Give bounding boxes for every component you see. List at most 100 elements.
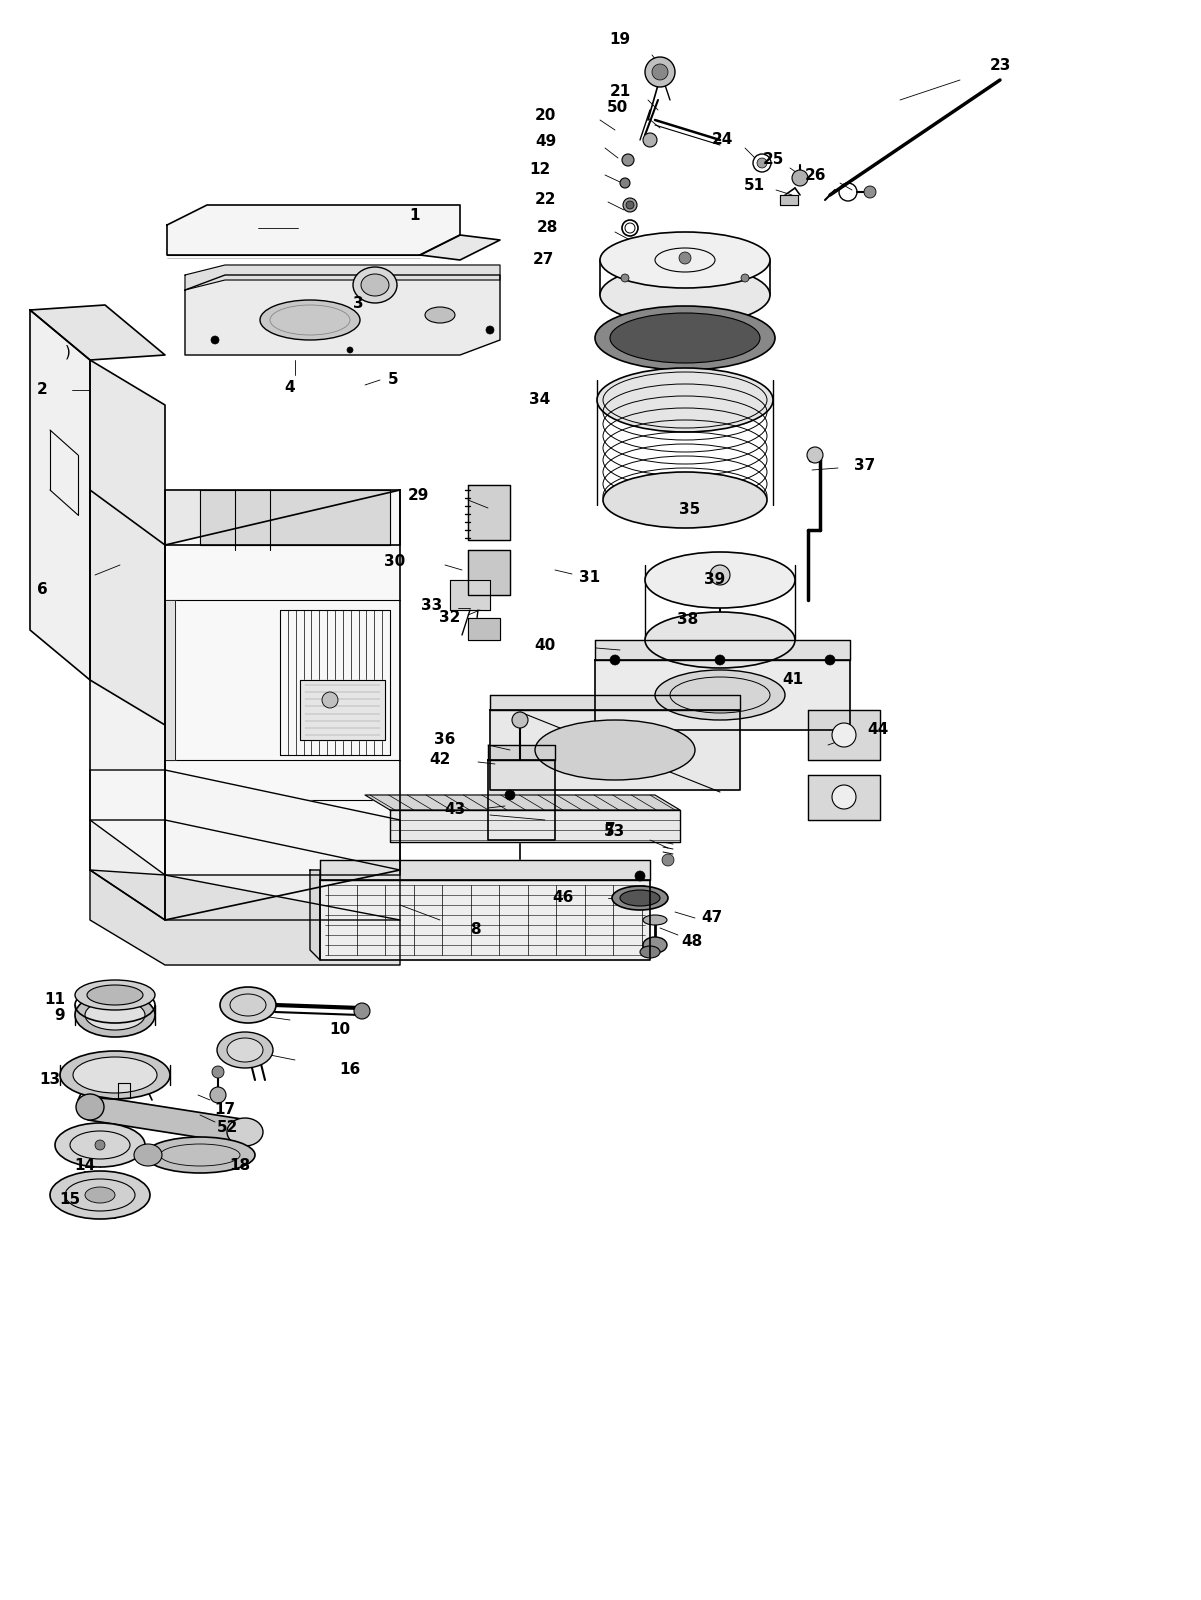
Circle shape <box>757 158 767 168</box>
Circle shape <box>832 723 856 747</box>
Text: 44: 44 <box>867 723 889 738</box>
Ellipse shape <box>85 1000 145 1030</box>
Circle shape <box>504 790 515 800</box>
Polygon shape <box>165 490 400 920</box>
Ellipse shape <box>640 946 661 958</box>
Circle shape <box>620 178 631 187</box>
Circle shape <box>622 154 634 166</box>
Ellipse shape <box>655 670 785 720</box>
Ellipse shape <box>74 979 155 1010</box>
Ellipse shape <box>227 1038 263 1062</box>
Polygon shape <box>594 659 850 730</box>
Polygon shape <box>90 819 400 920</box>
Text: 6: 6 <box>36 582 47 597</box>
Polygon shape <box>88 1094 247 1146</box>
Ellipse shape <box>645 611 795 669</box>
Text: 35: 35 <box>680 502 700 517</box>
Text: 23: 23 <box>990 58 1011 72</box>
Text: 52: 52 <box>217 1120 239 1136</box>
Text: 11: 11 <box>44 992 66 1008</box>
Text: 42: 42 <box>429 752 450 768</box>
Ellipse shape <box>594 306 775 370</box>
Text: 17: 17 <box>215 1102 235 1117</box>
Polygon shape <box>185 266 500 290</box>
Text: 46: 46 <box>552 891 574 906</box>
Ellipse shape <box>597 368 773 432</box>
Polygon shape <box>808 774 880 819</box>
Polygon shape <box>420 235 500 259</box>
Polygon shape <box>201 490 390 546</box>
Text: 50: 50 <box>607 101 628 115</box>
Polygon shape <box>468 485 510 541</box>
Circle shape <box>626 202 634 210</box>
Polygon shape <box>490 694 740 710</box>
Circle shape <box>623 198 637 211</box>
Ellipse shape <box>86 986 143 1005</box>
Circle shape <box>354 1003 370 1019</box>
Text: 39: 39 <box>704 573 725 587</box>
Text: 31: 31 <box>579 571 600 586</box>
Polygon shape <box>468 550 510 595</box>
Circle shape <box>210 1086 226 1102</box>
Polygon shape <box>808 710 880 760</box>
Circle shape <box>715 654 725 666</box>
Polygon shape <box>594 640 850 659</box>
Polygon shape <box>118 1083 130 1098</box>
Text: 1: 1 <box>410 208 420 222</box>
Text: 13: 13 <box>40 1072 60 1088</box>
Text: 3: 3 <box>353 296 364 310</box>
Ellipse shape <box>220 987 276 1022</box>
Circle shape <box>832 786 856 810</box>
Ellipse shape <box>145 1138 255 1173</box>
Ellipse shape <box>76 1094 104 1120</box>
Circle shape <box>95 1139 104 1150</box>
Ellipse shape <box>610 314 760 363</box>
Ellipse shape <box>50 1171 150 1219</box>
Ellipse shape <box>259 301 360 341</box>
Ellipse shape <box>600 232 770 288</box>
Text: 27: 27 <box>532 253 554 267</box>
Text: 38: 38 <box>677 613 699 627</box>
Ellipse shape <box>643 915 667 925</box>
Ellipse shape <box>217 1032 273 1069</box>
Polygon shape <box>450 579 490 610</box>
Text: 26: 26 <box>805 168 826 182</box>
Circle shape <box>652 64 668 80</box>
Text: 7: 7 <box>604 822 615 837</box>
Circle shape <box>322 691 337 707</box>
Text: 37: 37 <box>854 458 876 472</box>
Ellipse shape <box>603 472 767 528</box>
Text: 33: 33 <box>422 597 443 613</box>
Text: ): ) <box>65 344 71 360</box>
Text: 12: 12 <box>530 163 550 178</box>
Ellipse shape <box>425 307 455 323</box>
Circle shape <box>621 274 629 282</box>
Text: 34: 34 <box>530 392 550 408</box>
Ellipse shape <box>362 274 389 296</box>
Circle shape <box>211 336 219 344</box>
Circle shape <box>486 326 494 334</box>
Polygon shape <box>30 310 90 680</box>
Text: 47: 47 <box>701 910 723 925</box>
Polygon shape <box>300 680 386 739</box>
Text: 28: 28 <box>537 221 557 235</box>
Ellipse shape <box>135 1144 162 1166</box>
Text: 20: 20 <box>534 107 556 123</box>
Polygon shape <box>468 618 500 640</box>
Text: 25: 25 <box>763 152 784 168</box>
Polygon shape <box>365 795 680 810</box>
Text: 41: 41 <box>782 672 803 688</box>
Ellipse shape <box>74 994 155 1037</box>
Text: 43: 43 <box>444 803 466 818</box>
Ellipse shape <box>55 1123 145 1166</box>
Text: 40: 40 <box>534 637 556 653</box>
Circle shape <box>807 446 823 462</box>
Polygon shape <box>90 870 400 965</box>
Polygon shape <box>488 760 555 840</box>
Ellipse shape <box>85 1187 115 1203</box>
Polygon shape <box>185 275 500 355</box>
Ellipse shape <box>645 552 795 608</box>
Text: 8: 8 <box>470 923 480 938</box>
Circle shape <box>610 654 620 666</box>
Text: 22: 22 <box>534 192 556 208</box>
